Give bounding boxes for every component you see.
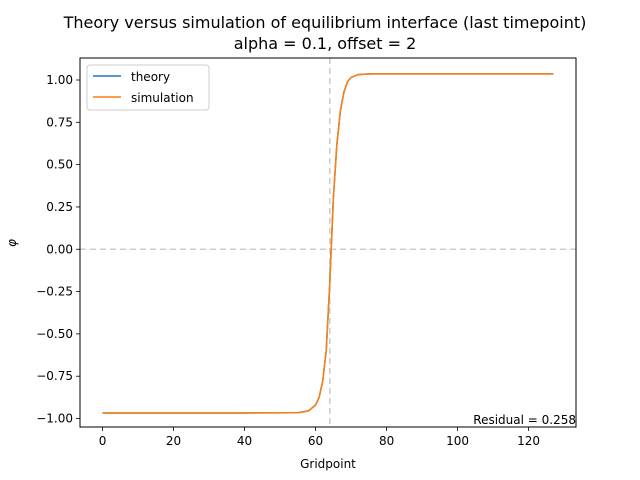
legend: theory simulation [86,64,210,111]
y-axis: −1.00 −0.75 −0.50 −0.25 0.00 0.25 0.50 0.75 1.00 [36,73,80,426]
x-tick-label: 120 [517,434,540,448]
legend-theory-label: theory [131,70,170,84]
y-tick-label: 0.25 [46,200,73,214]
x-axis-label: Gridpoint [300,457,356,471]
x-tick-label: 60 [308,434,323,448]
x-tick-label: 80 [379,434,394,448]
y-tick-label: 0.50 [46,158,73,172]
plot-area-frame [79,57,577,428]
series-line-simulation [102,73,554,414]
x-tick-label: 100 [446,434,469,448]
chart-title: Theory versus simulation of equilibrium … [63,13,587,32]
y-tick-label: 1.00 [46,73,73,87]
x-axis: 0 20 40 60 80 100 120 [99,427,540,448]
chart-subtitle: alpha = 0.1, offset = 2 [234,34,417,53]
y-tick-label: 0.00 [46,242,73,256]
x-tick-label: 40 [237,434,252,448]
y-tick-label: −0.25 [36,285,73,299]
y-axis-label: φ [5,239,19,247]
x-tick-label: 0 [99,434,107,448]
reference-lines [80,58,576,427]
series-layer [102,73,554,414]
residual-annotation: Residual = 0.258 [473,413,576,427]
y-tick-label: 0.75 [46,115,73,129]
y-tick-label: −1.00 [36,412,73,426]
x-tick-label: 20 [166,434,181,448]
y-tick-label: −0.50 [36,327,73,341]
y-tick-label: −0.75 [36,369,73,383]
legend-simulation-label: simulation [131,91,194,105]
